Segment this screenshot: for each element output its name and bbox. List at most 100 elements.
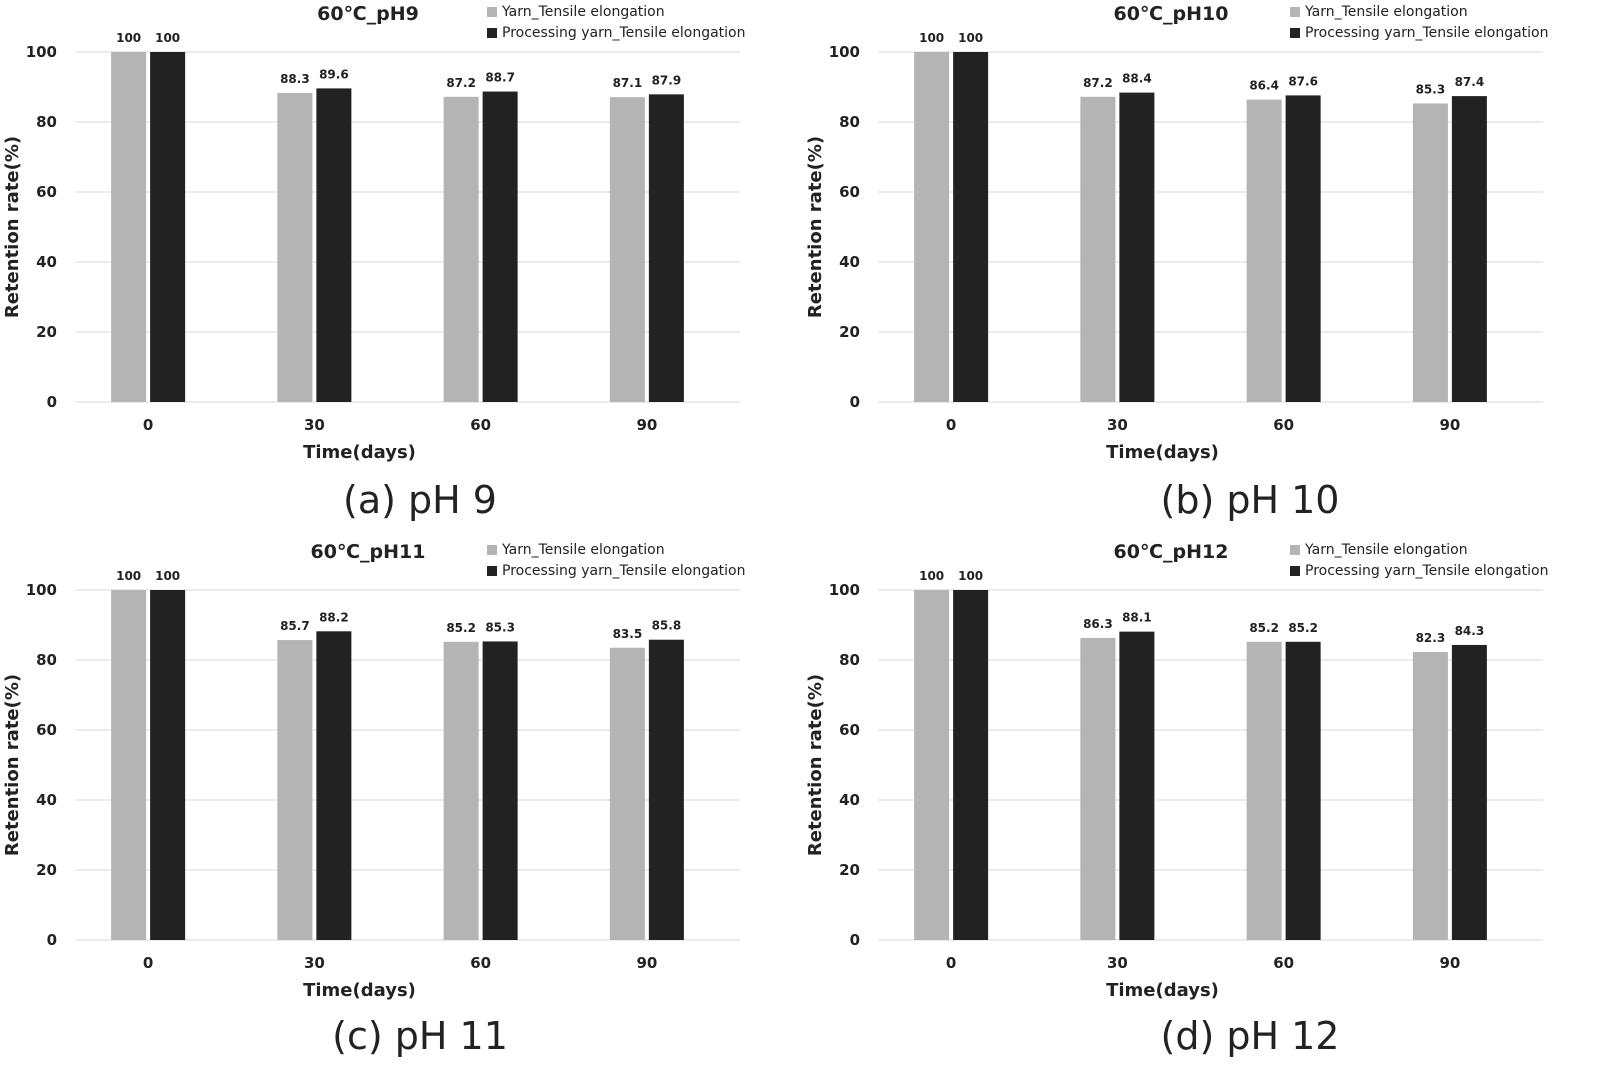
data-label: 86.4 <box>1249 79 1279 93</box>
x-tick-label: 30 <box>1107 416 1128 434</box>
chart-panel-c: 0 20 40 60 80 100 100 100 0 85.7 88.2 30 85.2 85.3 60 8… <box>0 538 803 1076</box>
chart-svg-b: 0 20 40 60 80 100 100 100 0 87.2 88.4 30 86.4 87.6 60 8… <box>805 3 1548 463</box>
data-label: 85.2 <box>1249 621 1279 635</box>
bar <box>1285 95 1321 403</box>
chart-caption-d: (d) pH 12 <box>1160 1014 1340 1058</box>
data-label: 100 <box>116 569 141 583</box>
bar <box>277 92 313 402</box>
bar <box>1119 631 1155 940</box>
chart-caption-a: (a) pH 9 <box>343 478 497 522</box>
bar <box>609 97 645 403</box>
y-tick-label: 100 <box>26 43 57 61</box>
y-tick-label: 60 <box>839 721 860 739</box>
data-label: 87.1 <box>613 76 643 90</box>
legend-swatch <box>487 566 497 576</box>
y-tick-label: 40 <box>36 791 57 809</box>
chart-title: 60℃_pH10 <box>1114 3 1229 25</box>
bar <box>111 590 147 940</box>
data-label: 88.1 <box>1122 611 1152 625</box>
bar <box>1412 651 1448 940</box>
y-tick-label: 20 <box>839 861 860 879</box>
x-axis-label: Time(days) <box>1106 980 1219 1001</box>
legend-label: Processing yarn_Tensile elongation <box>502 563 745 579</box>
y-tick-label: 0 <box>850 931 860 949</box>
data-label: 88.3 <box>280 72 310 86</box>
bar <box>1080 96 1116 403</box>
legend-label: Processing yarn_Tensile elongation <box>1305 563 1548 579</box>
bar <box>914 590 950 940</box>
bar <box>443 641 479 940</box>
bar <box>953 590 989 940</box>
y-axis-label: Retention rate(%) <box>2 136 23 318</box>
bar <box>1285 641 1321 940</box>
bar <box>1119 92 1155 402</box>
bar <box>443 96 479 403</box>
chart-panel-b: 0 20 40 60 80 100 100 100 0 87.2 88.4 30 86.4 87.6 60 8… <box>803 0 1606 538</box>
x-tick-label: 90 <box>1439 954 1460 972</box>
data-label: 100 <box>958 569 983 583</box>
y-tick-label: 0 <box>47 931 57 949</box>
x-tick-label: 60 <box>1273 954 1294 972</box>
data-label: 84.3 <box>1455 624 1485 638</box>
data-label: 87.6 <box>1288 74 1318 88</box>
bar <box>150 52 186 402</box>
legend-label: Yarn_Tensile elongation <box>1304 4 1468 20</box>
bar <box>1412 103 1448 402</box>
bar <box>648 94 684 402</box>
bar <box>1451 96 1487 402</box>
x-tick-label: 60 <box>470 954 491 972</box>
y-tick-label: 80 <box>839 113 860 131</box>
x-axis-label: Time(days) <box>303 442 416 463</box>
bar <box>316 88 352 403</box>
y-tick-label: 80 <box>839 651 860 669</box>
data-label: 85.2 <box>446 621 476 635</box>
legend-swatch <box>487 545 497 555</box>
data-label: 87.4 <box>1455 75 1485 89</box>
bar <box>914 52 950 402</box>
data-label: 100 <box>958 31 983 45</box>
x-tick-label: 90 <box>636 416 657 434</box>
chart-svg-d: 0 20 40 60 80 100 100 100 0 86.3 88.1 30 85.2 85.2 60 8… <box>805 541 1548 1001</box>
data-label: 100 <box>919 569 944 583</box>
data-label: 86.3 <box>1083 617 1113 631</box>
chart-svg-a: 0 20 40 60 80 100 100 100 0 88.3 89.6 30 87.2 88.7 60 8… <box>2 3 745 463</box>
y-axis-label: Retention rate(%) <box>805 674 826 856</box>
legend-swatch <box>1290 566 1300 576</box>
legend-label: Yarn_Tensile elongation <box>1304 542 1468 558</box>
y-tick-label: 40 <box>839 791 860 809</box>
y-tick-label: 0 <box>850 393 860 411</box>
data-label: 89.6 <box>319 67 349 81</box>
chart-title: 60℃_pH9 <box>317 3 419 25</box>
data-label: 87.9 <box>652 73 682 87</box>
x-tick-label: 30 <box>304 416 325 434</box>
data-label: 85.8 <box>652 619 682 633</box>
x-tick-label: 60 <box>470 416 491 434</box>
x-axis-label: Time(days) <box>303 980 416 1001</box>
data-label: 100 <box>919 31 944 45</box>
data-label: 85.3 <box>1416 82 1446 96</box>
y-tick-label: 20 <box>36 861 57 879</box>
bar <box>316 631 352 940</box>
bar <box>1246 99 1282 402</box>
legend-swatch <box>487 28 497 38</box>
y-tick-label: 100 <box>26 581 57 599</box>
chart-panel-a: 0 20 40 60 80 100 100 100 0 88.3 89.6 30 87.2 88.7 60 8… <box>0 0 803 538</box>
legend-swatch <box>487 7 497 17</box>
x-tick-label: 0 <box>143 954 153 972</box>
chart-svg-c: 0 20 40 60 80 100 100 100 0 85.7 88.2 30 85.2 85.3 60 8… <box>2 541 745 1001</box>
data-label: 85.3 <box>485 620 515 634</box>
x-tick-label: 30 <box>304 954 325 972</box>
bar <box>482 641 518 940</box>
bar <box>609 647 645 940</box>
data-label: 87.2 <box>1083 76 1113 90</box>
x-tick-label: 30 <box>1107 954 1128 972</box>
data-label: 85.2 <box>1288 621 1318 635</box>
y-tick-label: 40 <box>36 253 57 271</box>
x-tick-label: 0 <box>946 954 956 972</box>
x-tick-label: 0 <box>143 416 153 434</box>
bar <box>482 91 518 403</box>
y-tick-label: 60 <box>839 183 860 201</box>
chart-title: 60℃_pH12 <box>1114 541 1229 563</box>
legend-swatch <box>1290 28 1300 38</box>
data-label: 88.2 <box>319 610 349 624</box>
